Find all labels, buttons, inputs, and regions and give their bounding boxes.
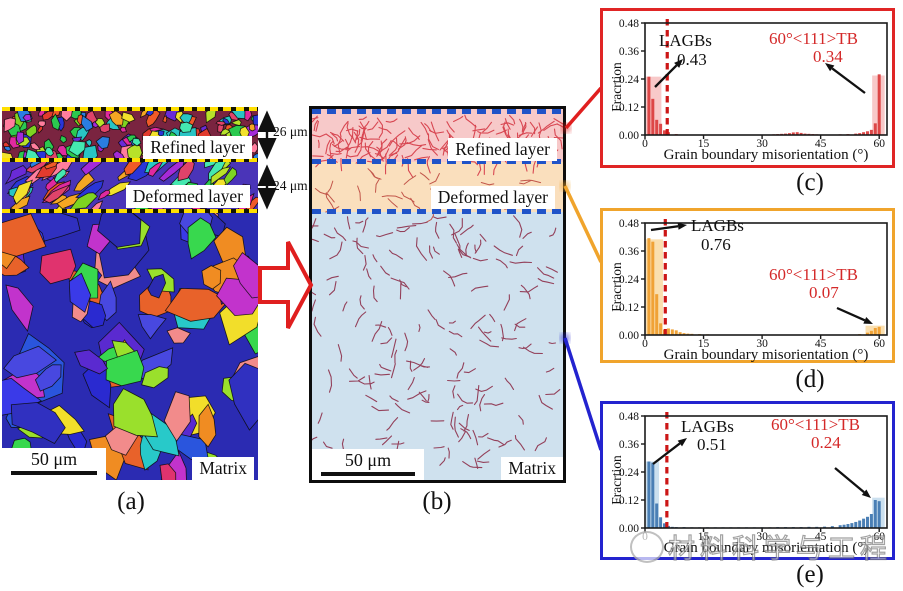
twin-boundary-label-d: 60°<111>TB xyxy=(769,265,858,284)
caption-b: (b) xyxy=(422,488,452,515)
refined-layer-label-b: Refined layer xyxy=(448,138,557,161)
lagbs-label-d: LAGBs xyxy=(691,216,744,235)
svg-text:60: 60 xyxy=(873,531,885,543)
panel-b-grain-boundary-map: Refined layer Deformed layer 50 μm Matri… xyxy=(309,106,566,483)
svg-text:0.00: 0.00 xyxy=(619,130,639,142)
lagbs-value-d: 0.76 xyxy=(701,235,731,254)
scale-bar-b: 50 μm xyxy=(312,449,424,480)
scale-bar-b-text: 50 μm xyxy=(344,450,392,470)
scale-bar-b-line xyxy=(321,472,415,476)
panel-a-ebsd-micrograph: Refined layer Deformed layer 50 μm Matri… xyxy=(2,107,258,480)
svg-text:0.12: 0.12 xyxy=(619,102,639,114)
histogram-plot-d: 0 15 30 45 60 0.00 0.12 0.24 0.36 0.48 xyxy=(619,218,888,350)
svg-text:0.36: 0.36 xyxy=(619,439,639,451)
x-axis-label-e: Grain boundary misorientation (°) xyxy=(663,540,869,556)
refined-layer-label-a: Refined layer xyxy=(143,136,252,159)
y-axis-label-e: Fracrtion xyxy=(609,455,624,505)
x-axis-label-d: Grain boundary misorientation (°) xyxy=(663,347,869,363)
panel-c-misorientation-histogram: 0 15 30 45 60 0.00 0.12 0.24 0.36 0.48 Fracrtion … xyxy=(600,8,895,168)
deformed-layer-label-b: Deformed layer xyxy=(430,186,555,209)
blue-dashed-line-top xyxy=(312,109,563,114)
twin-boundary-label-e: 60°<111>TB xyxy=(771,415,860,434)
lagbs-value-e: 0.51 xyxy=(697,435,727,454)
lagbs-value-c: 0.43 xyxy=(677,50,707,69)
svg-text:0.24: 0.24 xyxy=(619,467,639,479)
svg-text:0.12: 0.12 xyxy=(619,302,639,314)
refined-depth-label: 26 μm xyxy=(273,124,308,139)
yellow-dashed-line-top xyxy=(2,107,258,111)
x-axis-label-c: Grain boundary misorientation (°) xyxy=(663,147,869,163)
yellow-dashed-line-deformed xyxy=(2,209,258,213)
blue-dashed-line-refined xyxy=(312,159,563,164)
blue-dashed-line-deformed xyxy=(312,209,563,214)
twin-boundary-label-c: 60°<111>TB xyxy=(769,29,858,48)
twin-boundary-value-e: 0.24 xyxy=(811,433,841,452)
matrix-label-b: Matrix xyxy=(501,457,563,480)
svg-text:15: 15 xyxy=(698,338,710,350)
deformed-layer-label-a: Deformed layer xyxy=(125,185,250,208)
svg-text:45: 45 xyxy=(815,138,827,150)
svg-text:45: 45 xyxy=(815,531,827,543)
svg-text:0.36: 0.36 xyxy=(619,46,639,58)
svg-text:0.36: 0.36 xyxy=(619,246,639,258)
yellow-dashed-line-refined xyxy=(2,158,258,162)
caption-e: (e) xyxy=(796,561,824,588)
y-axis-label-d: Fracrtion xyxy=(609,262,624,312)
scale-bar-a: 50 μm xyxy=(2,448,106,480)
matrix-label-a: Matrix xyxy=(192,457,254,480)
svg-text:60: 60 xyxy=(873,338,885,350)
svg-text:0: 0 xyxy=(642,338,648,350)
svg-text:30: 30 xyxy=(756,138,768,150)
svg-text:45: 45 xyxy=(815,338,827,350)
histogram-plot-c: 0 15 30 45 60 0.00 0.12 0.24 0.36 0.48 xyxy=(619,18,888,150)
svg-text:0.24: 0.24 xyxy=(619,74,639,86)
deformed-depth-label: 24 μm xyxy=(273,178,308,193)
svg-text:0.00: 0.00 xyxy=(619,523,639,535)
svg-text:0: 0 xyxy=(642,138,648,150)
svg-text:30: 30 xyxy=(756,338,768,350)
scale-bar-a-line xyxy=(11,471,97,475)
svg-text:0.24: 0.24 xyxy=(619,274,639,286)
watermark: 材料科学与工程 xyxy=(630,527,892,566)
caption-c: (c) xyxy=(796,169,824,196)
panel-d-misorientation-histogram: 0 15 30 45 60 0.00 0.12 0.24 0.36 0.48 Fracrtion … xyxy=(600,208,895,363)
svg-text:15: 15 xyxy=(698,531,710,543)
watermark-logo-icon xyxy=(630,530,664,563)
watermark-text: 材料科学与工程 xyxy=(667,533,892,564)
svg-text:60: 60 xyxy=(873,138,885,150)
svg-text:0.00: 0.00 xyxy=(619,330,639,342)
caption-d: (d) xyxy=(795,366,825,393)
lagbs-label-e: LAGBs xyxy=(681,417,734,436)
svg-text:30: 30 xyxy=(756,531,768,543)
svg-text:15: 15 xyxy=(698,138,710,150)
lagbs-label-c: LAGBs xyxy=(659,31,712,50)
twin-boundary-value-d: 0.07 xyxy=(809,283,839,302)
caption-a: (a) xyxy=(117,488,145,515)
twin-boundary-value-c: 0.34 xyxy=(813,47,843,66)
svg-text:0.48: 0.48 xyxy=(619,18,639,30)
y-axis-label-c: Fracrtion xyxy=(609,62,624,112)
svg-text:0.48: 0.48 xyxy=(619,411,639,423)
scale-bar-a-text: 50 μm xyxy=(30,449,78,469)
svg-text:0.12: 0.12 xyxy=(619,495,639,507)
svg-text:0.48: 0.48 xyxy=(619,218,639,230)
